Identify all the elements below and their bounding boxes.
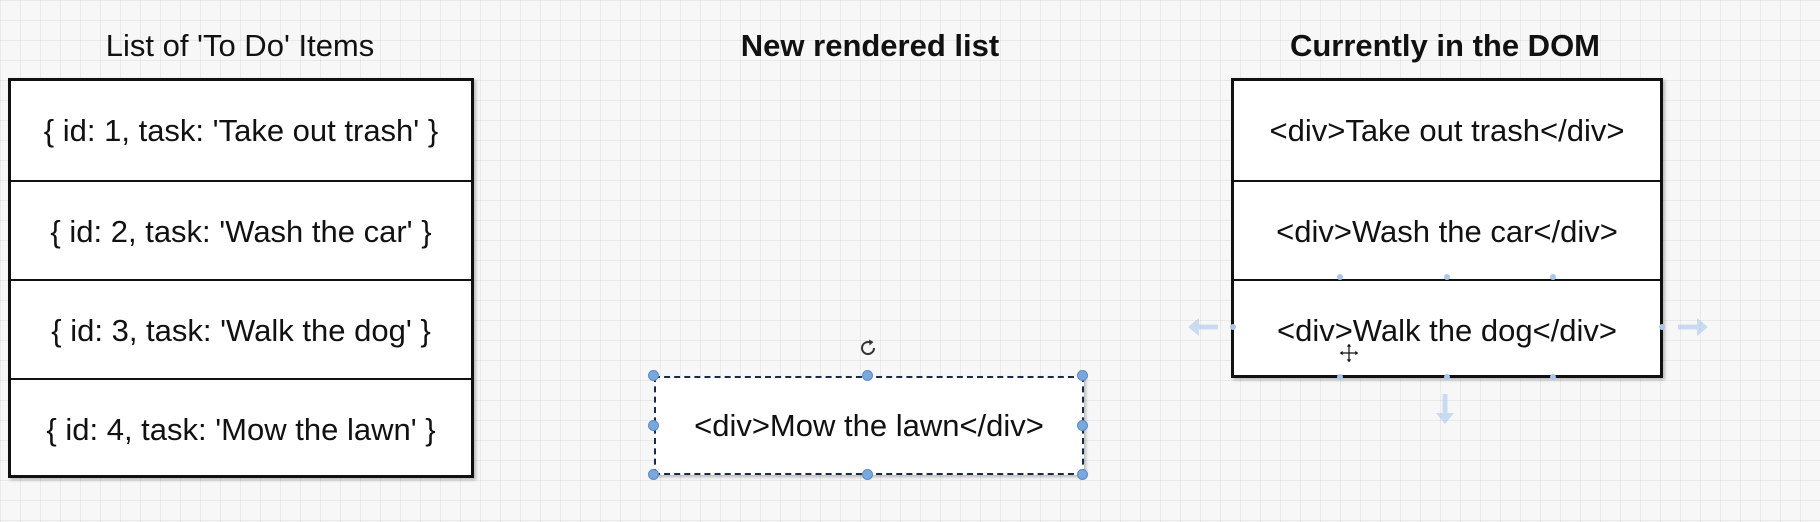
connection-point[interactable] <box>1337 374 1343 380</box>
todo-list-title: List of 'To Do' Items <box>105 28 375 63</box>
current-dom-table[interactable]: <div>Take out trash</div> <div>Wash the … <box>1231 78 1663 378</box>
resize-handle-bottom[interactable] <box>862 469 873 480</box>
current-dom-title: Currently in the DOM <box>1289 28 1600 63</box>
arrow-left-icon[interactable] <box>1186 316 1220 338</box>
connection-point[interactable] <box>1337 274 1343 280</box>
resize-handle-top[interactable] <box>862 370 873 381</box>
todo-list-table[interactable]: { id: 1, task: 'Take out trash' } { id: … <box>8 78 474 478</box>
connection-point[interactable] <box>1230 324 1236 330</box>
rotate-icon[interactable] <box>856 336 880 360</box>
new-rendered-list-title: New rendered list <box>740 28 1000 63</box>
move-cursor-icon <box>1338 342 1360 364</box>
todo-item-3[interactable]: { id: 3, task: 'Walk the dog' } <box>11 279 471 378</box>
new-rendered-item-mow-lawn[interactable]: <div>Mow the lawn</div> <box>654 376 1084 475</box>
dom-item-2[interactable]: <div>Wash the car</div> <box>1234 180 1660 279</box>
connection-point[interactable] <box>1444 274 1450 280</box>
connection-point[interactable] <box>1444 374 1450 380</box>
arrow-right-icon[interactable] <box>1676 316 1710 338</box>
resize-handle-bottom-right[interactable] <box>1077 469 1088 480</box>
resize-handle-left[interactable] <box>648 420 659 431</box>
todo-item-4[interactable]: { id: 4, task: 'Mow the lawn' } <box>11 378 471 477</box>
connection-point[interactable] <box>1659 324 1665 330</box>
todo-item-1[interactable]: { id: 1, task: 'Take out trash' } <box>43 113 439 148</box>
dom-item-1[interactable]: <div>Take out trash</div> <box>1269 113 1625 148</box>
resize-handle-top-left[interactable] <box>648 370 659 381</box>
resize-handle-right[interactable] <box>1077 420 1088 431</box>
arrow-down-icon[interactable] <box>1434 392 1456 426</box>
resize-handle-bottom-left[interactable] <box>648 469 659 480</box>
resize-handle-top-right[interactable] <box>1077 370 1088 381</box>
dom-item-3[interactable]: <div>Walk the dog</div> <box>1234 279 1660 378</box>
connection-point[interactable] <box>1550 274 1556 280</box>
connection-point[interactable] <box>1550 374 1556 380</box>
todo-item-2[interactable]: { id: 2, task: 'Wash the car' } <box>11 180 471 279</box>
